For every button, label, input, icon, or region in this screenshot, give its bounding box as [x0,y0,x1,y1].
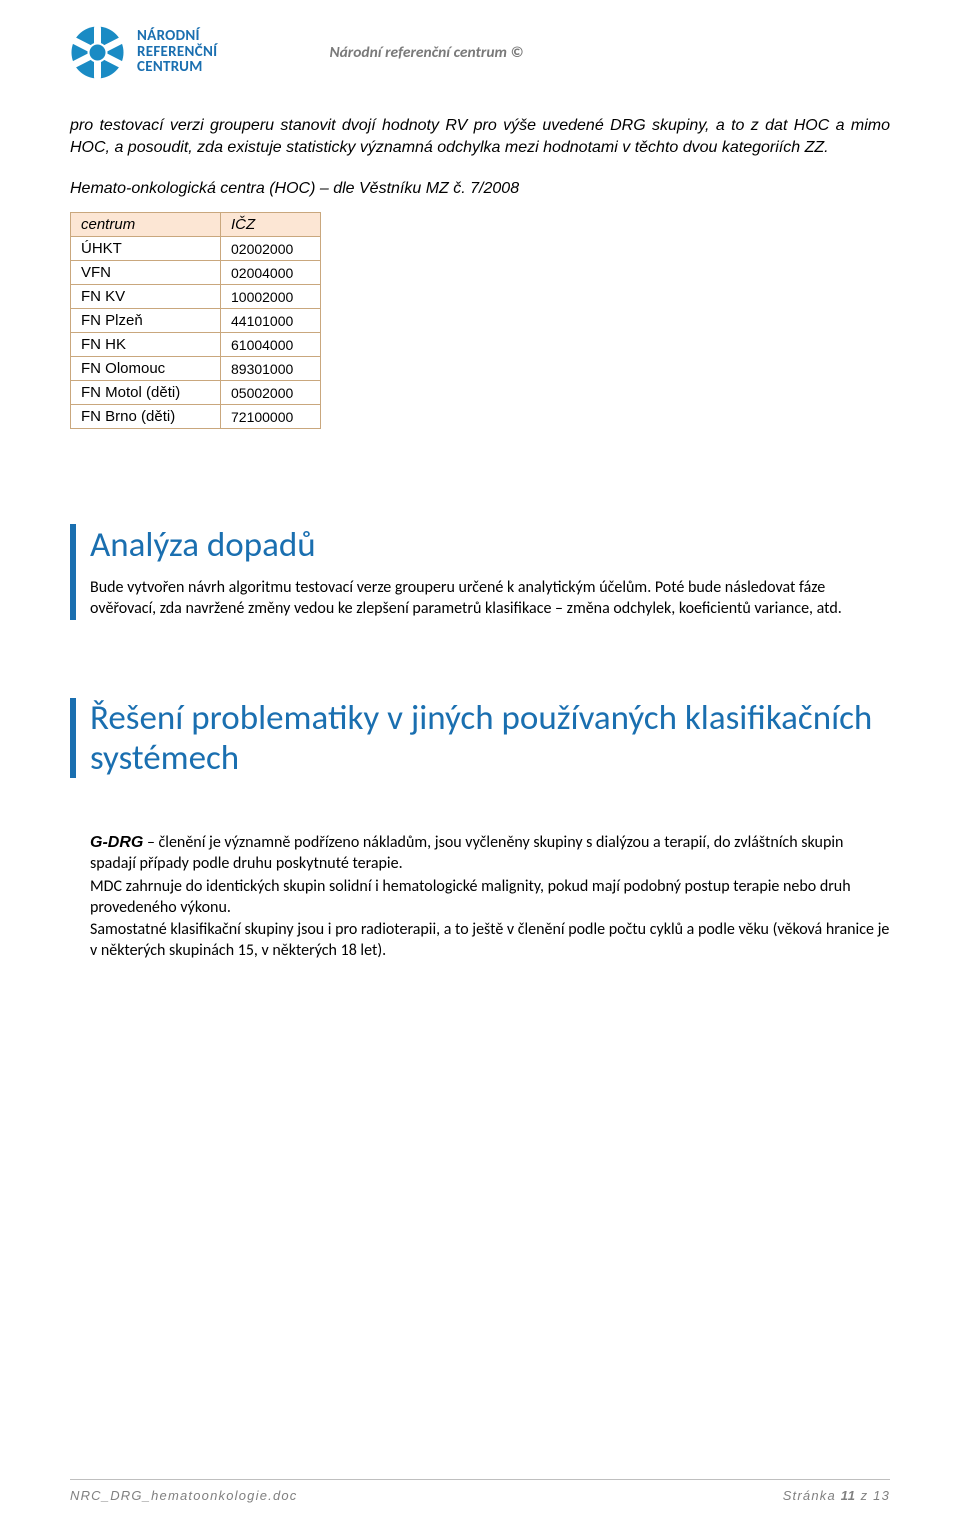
table-row: FN KV10002000 [71,285,321,309]
gdrg-para-3: Samostatné klasifikační skupiny jsou i p… [90,920,890,962]
reseni-heading: Řešení problematiky v jiných používaných… [90,698,890,779]
gdrg-para-1: G-DRG – členění je významně podřízeno ná… [90,833,890,875]
table-header-row: centrum IČZ [71,213,321,237]
footer-page: Stránka 11 z 13 [783,1488,890,1503]
col-icz: IČZ [221,213,321,237]
intro-paragraph: pro testovací verzi grouperu stanovit dv… [70,115,890,158]
logo-line-3: CENTRUM [137,60,217,76]
hoc-table: centrum IČZ ÚHKT02002000 VFN02004000 FN … [70,212,321,429]
col-centrum: centrum [71,213,221,237]
gdrg-para-2: MDC zahrnuje do identických skupin solid… [90,877,890,919]
table-intro: Hemato-onkologická centra (HOC) – dle Vě… [70,180,890,198]
table-row: VFN02004000 [71,261,321,285]
table-row: FN Plzeň44101000 [71,309,321,333]
page-header: NÁRODNÍ REFERENČNÍ CENTRUM Národní refer… [70,25,890,80]
nrc-logo-icon [70,25,125,80]
analyza-heading: Analýza dopadů [90,524,890,566]
document-page: NÁRODNÍ REFERENČNÍ CENTRUM Národní refer… [0,0,960,962]
table-row: FN Motol (děti)05002000 [71,381,321,405]
logo-text: NÁRODNÍ REFERENČNÍ CENTRUM [137,29,217,76]
gdrg-block: G-DRG – členění je významně podřízeno ná… [70,833,890,962]
page-footer: NRC_DRG_hematoonkologie.doc Stránka 11 z… [70,1479,890,1503]
table-row: FN HK61004000 [71,333,321,357]
table-row: FN Brno (děti)72100000 [71,405,321,429]
table-row: FN Olomouc89301000 [71,357,321,381]
reseni-section: Řešení problematiky v jiných používaných… [70,698,890,779]
header-title: Národní referenční centrum © [329,43,523,62]
analyza-body: Bude vytvořen návrh algoritmu testovací … [90,578,890,620]
footer-filename: NRC_DRG_hematoonkologie.doc [70,1488,298,1503]
gdrg-lead: G-DRG [90,834,143,851]
analyza-section: Analýza dopadů Bude vytvořen návrh algor… [70,524,890,620]
table-row: ÚHKT02002000 [71,237,321,261]
